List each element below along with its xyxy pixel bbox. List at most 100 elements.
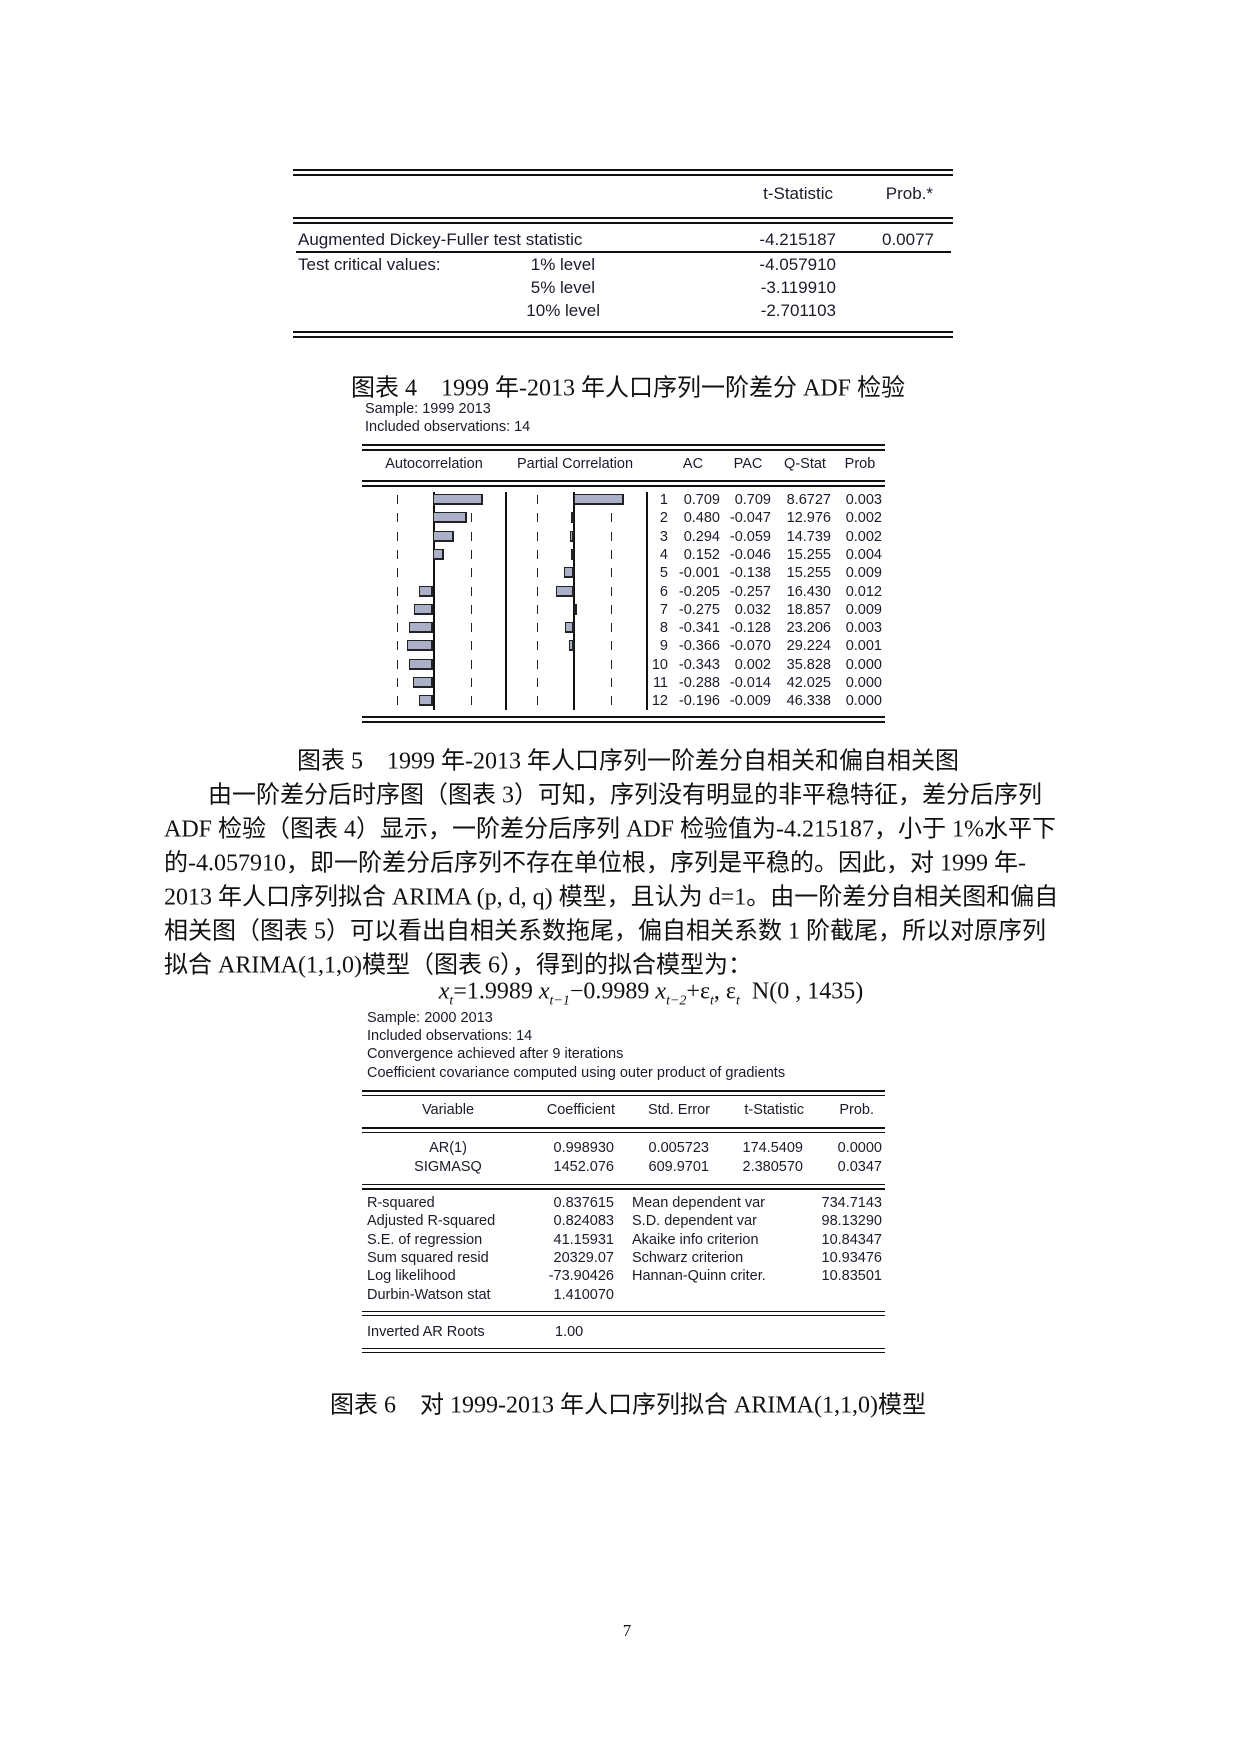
model-convergence: Convergence achieved after 9 iterations bbox=[367, 1046, 624, 1062]
rule bbox=[362, 721, 885, 723]
stat-label: Schwarz criterion bbox=[632, 1249, 744, 1266]
critical-level: 10% level bbox=[526, 301, 600, 320]
confidence-bound-tick bbox=[397, 531, 398, 541]
confidence-bound-tick bbox=[611, 568, 612, 578]
lag: 2 bbox=[659, 510, 668, 527]
pac-bar bbox=[565, 622, 574, 634]
confidence-bound-tick bbox=[471, 549, 472, 559]
std-error: 609.9701 bbox=[648, 1158, 709, 1175]
lag: 5 bbox=[659, 565, 668, 582]
confidence-bound-tick bbox=[537, 623, 538, 633]
ac-value: 0.709 bbox=[683, 492, 720, 508]
qstat-value: 15.255 bbox=[786, 565, 831, 582]
ac-bar bbox=[433, 548, 444, 560]
prob: 0.0347 bbox=[837, 1158, 882, 1175]
adf-label: Augmented Dickey-Fuller test statistic bbox=[298, 230, 583, 249]
ac-value: 0.152 bbox=[683, 546, 720, 563]
header-autocorrelation: Autocorrelation bbox=[385, 456, 483, 472]
pac-bar bbox=[569, 530, 574, 542]
formula-part: , ε bbox=[713, 978, 737, 1005]
critical-label: Test critical values: bbox=[298, 255, 441, 274]
variable-name: AR(1) bbox=[429, 1140, 467, 1156]
header-coefficient: Coefficient bbox=[546, 1102, 615, 1118]
lag: 8 bbox=[659, 620, 668, 637]
rule bbox=[362, 716, 885, 718]
confidence-bound-tick bbox=[397, 604, 398, 614]
confidence-bound-tick bbox=[537, 641, 538, 651]
confidence-bound-tick bbox=[397, 641, 398, 651]
rule bbox=[362, 485, 885, 487]
qstat-value: 12.976 bbox=[786, 510, 831, 527]
lag: 7 bbox=[659, 601, 668, 618]
prob-value: 0.000 bbox=[845, 693, 882, 710]
corr-sample: Sample: 1999 2013 bbox=[365, 401, 491, 417]
ac-value: 0.480 bbox=[683, 510, 720, 527]
ac-zero-axis bbox=[433, 492, 435, 710]
adf-prob: 0.0077 bbox=[882, 230, 934, 249]
caption-figure-6: 图表 6 对 1999-2013 年人口序列拟合 ARIMA(1,1,0)模型 bbox=[330, 1392, 926, 1419]
stat-value: 10.93476 bbox=[821, 1249, 882, 1266]
prob-value: 0.002 bbox=[845, 528, 882, 545]
pac-bar bbox=[569, 640, 574, 652]
lag: 11 bbox=[652, 675, 668, 691]
pac-value: -0.128 bbox=[729, 620, 771, 637]
rule bbox=[362, 1348, 885, 1349]
prob-value: 0.003 bbox=[845, 492, 882, 508]
coefficient: 0.998930 bbox=[553, 1140, 614, 1156]
corr-observations: Included observations: 14 bbox=[365, 419, 531, 435]
confidence-bound-tick bbox=[611, 604, 612, 614]
formula-var: x bbox=[655, 978, 667, 1005]
confidence-bound-tick bbox=[471, 513, 472, 523]
stat-value: 10.83501 bbox=[821, 1268, 882, 1285]
lag: 6 bbox=[659, 583, 668, 600]
roots-label: Inverted AR Roots bbox=[367, 1324, 485, 1340]
confidence-bound-tick bbox=[397, 678, 398, 687]
formula-part: N(0 , 1435) bbox=[751, 978, 864, 1005]
critical-value: -4.057910 bbox=[759, 255, 836, 274]
ac-value: 0.294 bbox=[683, 528, 720, 545]
pac-bar bbox=[570, 512, 574, 524]
confidence-bound-tick bbox=[471, 678, 472, 687]
confidence-bound-tick bbox=[537, 513, 538, 523]
model-sample: Sample: 2000 2013 bbox=[367, 1010, 493, 1026]
ac-value: -0.288 bbox=[678, 675, 720, 691]
ac-bar bbox=[419, 695, 433, 707]
confidence-bound-tick bbox=[471, 604, 472, 614]
caption-figure-5: 图表 5 1999 年-2013 年人口序列一阶差分自相关和偏自相关图 bbox=[297, 748, 959, 775]
paragraph-line: ADF 检验（图表 4）显示，一阶差分后序列 ADF 检验值为-4.215187… bbox=[164, 816, 1057, 843]
formula-sub: t bbox=[710, 993, 714, 1009]
rule bbox=[296, 251, 951, 253]
confidence-bound-tick bbox=[537, 568, 538, 578]
lag: 1 bbox=[659, 492, 668, 508]
prob-value: 0.012 bbox=[845, 583, 882, 600]
stat-label: S.E. of regression bbox=[367, 1231, 483, 1248]
model-formula: xt=1.9989 xt−1−0.9989 xt−2+εt, εt N(0 , … bbox=[439, 979, 863, 1010]
qstat-value: 46.338 bbox=[786, 693, 831, 710]
rule bbox=[293, 169, 953, 171]
stat-label: Akaike info criterion bbox=[632, 1231, 759, 1248]
stat-value: 1.410070 bbox=[553, 1286, 614, 1303]
header-prob: Prob bbox=[844, 456, 876, 472]
rule bbox=[362, 444, 885, 446]
stat-label: Durbin-Watson stat bbox=[367, 1286, 491, 1303]
model-observations: Included observations: 14 bbox=[367, 1028, 533, 1044]
stat-label: Log likelihood bbox=[367, 1268, 456, 1285]
model-covariance: Coefficient covariance computed using ou… bbox=[367, 1065, 786, 1081]
qstat-value: 14.739 bbox=[786, 528, 831, 545]
qstat-value: 23.206 bbox=[786, 620, 831, 637]
rule bbox=[362, 480, 885, 482]
confidence-bound-tick bbox=[611, 696, 612, 706]
lag: 12 bbox=[651, 693, 668, 710]
formula-sub: t−2 bbox=[666, 993, 687, 1009]
rule bbox=[362, 1188, 885, 1190]
header-tstat: t-Statistic bbox=[763, 184, 833, 203]
stat-value: 734.7143 bbox=[821, 1195, 882, 1211]
ac-bar bbox=[433, 494, 483, 505]
pac-bar bbox=[574, 494, 624, 505]
roots-value: 1.00 bbox=[555, 1324, 584, 1340]
prob-value: 0.000 bbox=[845, 675, 882, 691]
std-error: 0.005723 bbox=[648, 1140, 709, 1156]
pac-zero-axis bbox=[573, 492, 575, 710]
confidence-bound-tick bbox=[611, 641, 612, 651]
column-separator bbox=[646, 492, 648, 710]
